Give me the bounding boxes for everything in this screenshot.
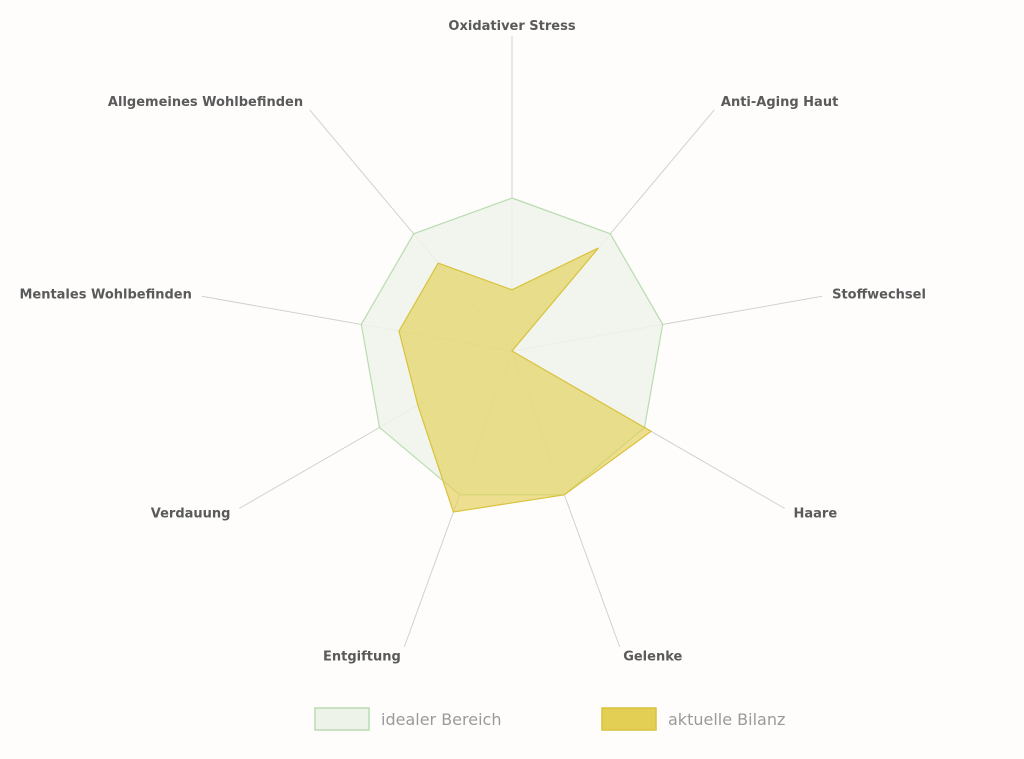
legend-swatch-idealer-bereich — [314, 707, 370, 731]
legend: idealer Bereich aktuelle Bilanz — [314, 707, 785, 731]
category-label-8: Allgemeines Wohlbefinden — [108, 95, 303, 110]
category-label-0: Oxidativer Stress — [448, 19, 575, 34]
category-labels: Oxidativer Stress Anti-Aging Haut Stoffwec… — [19, 19, 925, 664]
category-label-7: Mentales Wohlbefinden — [19, 288, 191, 303]
category-label-5: Entgiftung — [323, 649, 401, 664]
series-area-aktuelle-bilanz — [398, 247, 653, 513]
legend-label-aktuelle-bilanz: aktuelle Bilanz — [668, 710, 785, 729]
legend-label-idealer-bereich: idealer Bereich — [381, 710, 501, 729]
legend-swatch-aktuelle-bilanz — [601, 707, 657, 731]
series-group — [360, 197, 664, 513]
category-label-6: Verdauung — [151, 507, 231, 522]
category-label-2: Stoffwechsel — [832, 288, 926, 303]
category-label-3: Haare — [794, 507, 838, 522]
category-label-4: Gelenke — [623, 649, 682, 664]
category-label-1: Anti-Aging Haut — [721, 95, 838, 110]
